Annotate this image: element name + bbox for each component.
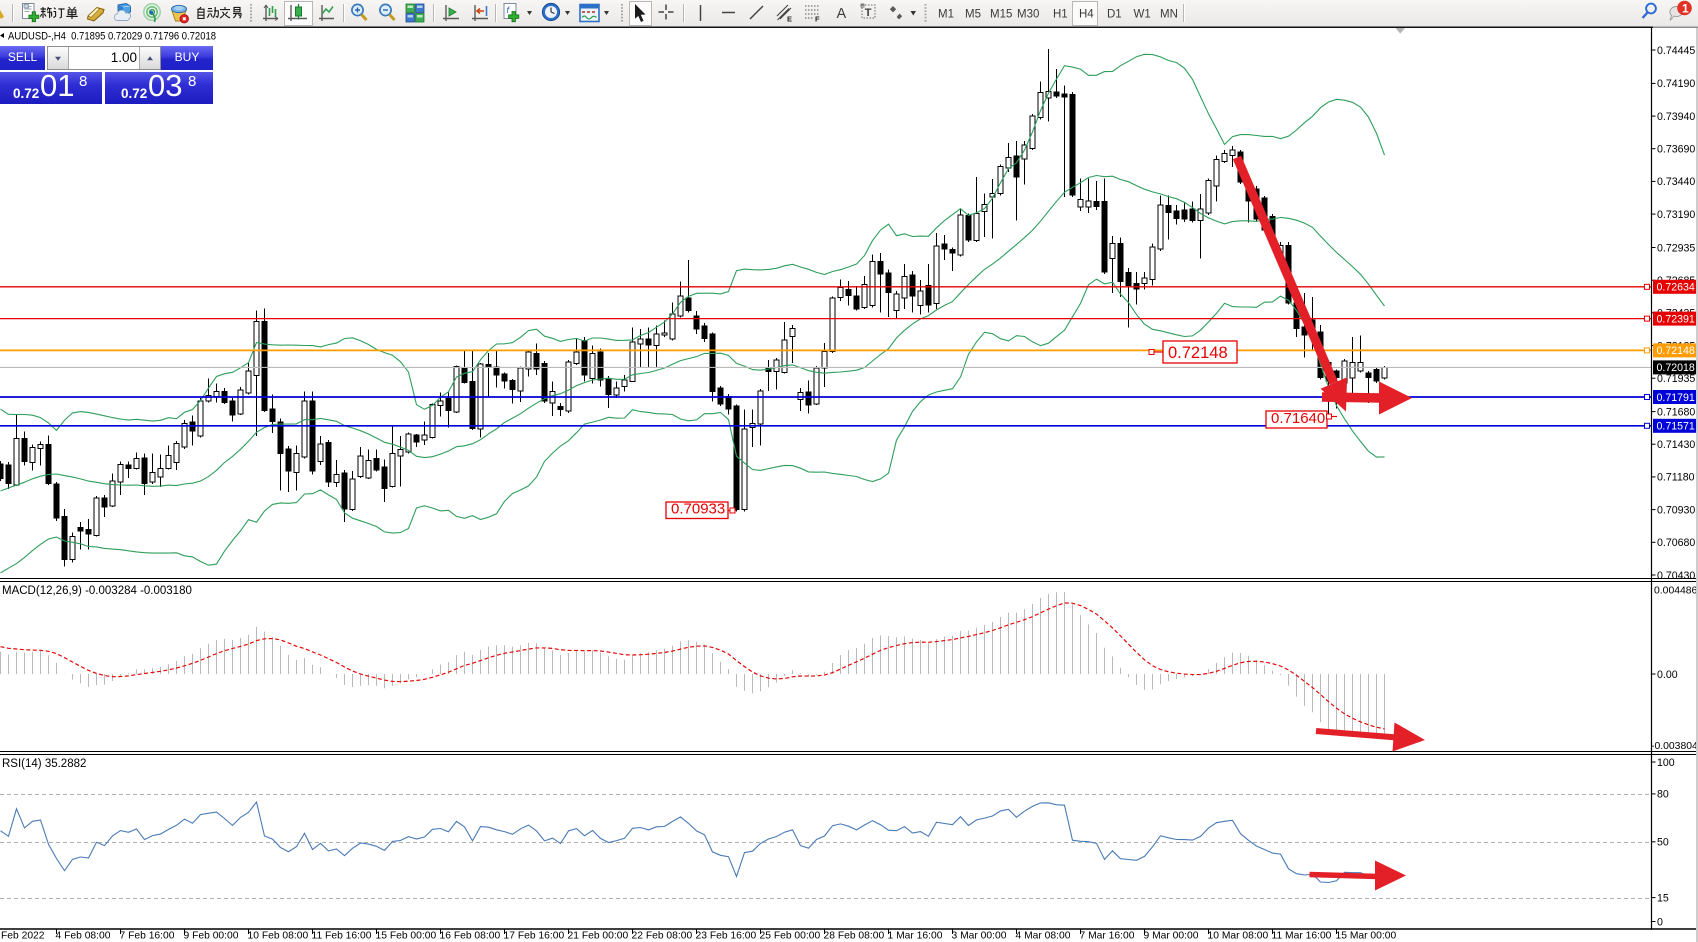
svg-text:-0.003804: -0.003804: [1651, 741, 1698, 752]
svg-text:0.71571: 0.71571: [1657, 421, 1695, 433]
svg-text:MACD(12,26,9) -0.003284 -0.003: MACD(12,26,9) -0.003284 -0.003180: [2, 585, 192, 597]
svg-text:0.72148: 0.72148: [1168, 344, 1228, 362]
svg-text:80: 80: [1657, 789, 1669, 801]
svg-text:AUDUSD-,H4 0.71895 0.72029 0.: AUDUSD-,H4 0.71895 0.72029 0.71796 0.720…: [8, 31, 216, 43]
svg-text:0.73440: 0.73440: [1657, 176, 1695, 188]
svg-text:0.72018: 0.72018: [1657, 362, 1695, 374]
svg-text:0.00: 0.00: [1657, 669, 1678, 681]
svg-text:0.72148: 0.72148: [1657, 345, 1695, 357]
svg-text:4 Mar 08:00: 4 Mar 08:00: [1016, 931, 1071, 942]
svg-text:10 Mar 08:00: 10 Mar 08:00: [1208, 931, 1269, 942]
svg-text:Feb 2022: Feb 2022: [1, 931, 45, 942]
svg-text:H4: H4: [1079, 9, 1094, 21]
svg-text:9 Mar 00:00: 9 Mar 00:00: [1144, 931, 1199, 942]
svg-text:0.71180: 0.71180: [1657, 472, 1695, 484]
svg-text:1: 1: [1682, 1, 1689, 15]
svg-text:0.71680: 0.71680: [1657, 406, 1695, 418]
svg-text:M15: M15: [990, 9, 1012, 21]
svg-text:RSI(14) 35.2882: RSI(14) 35.2882: [2, 758, 86, 770]
svg-text:15 Mar 00:00: 15 Mar 00:00: [1336, 931, 1397, 942]
svg-text:0.73190: 0.73190: [1657, 209, 1695, 221]
svg-text:1 Mar 16:00: 1 Mar 16:00: [888, 931, 943, 942]
svg-text:3 Mar 00:00: 3 Mar 00:00: [952, 931, 1007, 942]
svg-text:15: 15: [1657, 892, 1669, 904]
svg-text:f: f: [507, 5, 511, 15]
svg-text:9 Feb 00:00: 9 Feb 00:00: [184, 931, 239, 942]
svg-text:0.71640: 0.71640: [1271, 410, 1325, 427]
svg-text:0.74445: 0.74445: [1657, 45, 1695, 57]
svg-text:F: F: [815, 15, 820, 24]
svg-text:10 Feb 08:00: 10 Feb 08:00: [248, 931, 309, 942]
svg-text:0.004486: 0.004486: [1654, 586, 1698, 597]
svg-text:M1: M1: [938, 9, 954, 21]
svg-text:16 Feb 08:00: 16 Feb 08:00: [440, 931, 501, 942]
svg-text:7 Mar 16:00: 7 Mar 16:00: [1080, 931, 1135, 942]
svg-text:100: 100: [1657, 757, 1675, 769]
svg-text:21 Feb 00:00: 21 Feb 00:00: [568, 931, 629, 942]
svg-text:17 Feb 16:00: 17 Feb 16:00: [504, 931, 565, 942]
svg-text:15 Feb 00:00: 15 Feb 00:00: [376, 931, 437, 942]
svg-text:0.73690: 0.73690: [1657, 144, 1695, 156]
svg-text:11 Mar 16:00: 11 Mar 16:00: [1272, 931, 1332, 942]
svg-text:0.72391: 0.72391: [1657, 313, 1695, 325]
svg-text:0.71791: 0.71791: [1657, 392, 1695, 404]
svg-text:W1: W1: [1134, 9, 1151, 21]
svg-text:M30: M30: [1017, 9, 1039, 21]
svg-text:0.71430: 0.71430: [1657, 439, 1695, 451]
svg-text:D1: D1: [1107, 9, 1122, 21]
svg-text:MN: MN: [1160, 9, 1178, 21]
svg-text:25 Feb 00:00: 25 Feb 00:00: [760, 931, 821, 942]
svg-text:M5: M5: [965, 9, 981, 21]
svg-text:22 Feb 08:00: 22 Feb 08:00: [632, 931, 693, 942]
svg-text:0.71935: 0.71935: [1657, 373, 1695, 385]
svg-text:28 Feb 08:00: 28 Feb 08:00: [824, 931, 885, 942]
svg-text:7 Feb 16:00: 7 Feb 16:00: [120, 931, 175, 942]
svg-text:0.70930: 0.70930: [1657, 504, 1695, 516]
svg-text:E: E: [787, 15, 792, 24]
svg-text:11 Feb 16:00: 11 Feb 16:00: [312, 931, 372, 942]
svg-text:0.73940: 0.73940: [1657, 111, 1695, 123]
svg-text:0.72634: 0.72634: [1657, 282, 1695, 294]
svg-text:50: 50: [1657, 837, 1669, 849]
svg-text:0.70680: 0.70680: [1657, 537, 1695, 549]
svg-text:4 Feb 08:00: 4 Feb 08:00: [56, 931, 111, 942]
svg-text:0.74190: 0.74190: [1657, 78, 1695, 90]
svg-text:0.70430: 0.70430: [1657, 570, 1695, 582]
svg-text:0.72935: 0.72935: [1657, 242, 1695, 254]
svg-text:T: T: [865, 7, 872, 19]
svg-text:A: A: [837, 6, 847, 22]
svg-text:H1: H1: [1053, 9, 1068, 21]
svg-text:0.70933: 0.70933: [671, 501, 725, 518]
svg-text:23 Feb 16:00: 23 Feb 16:00: [696, 931, 757, 942]
svg-text:0: 0: [1657, 916, 1663, 928]
